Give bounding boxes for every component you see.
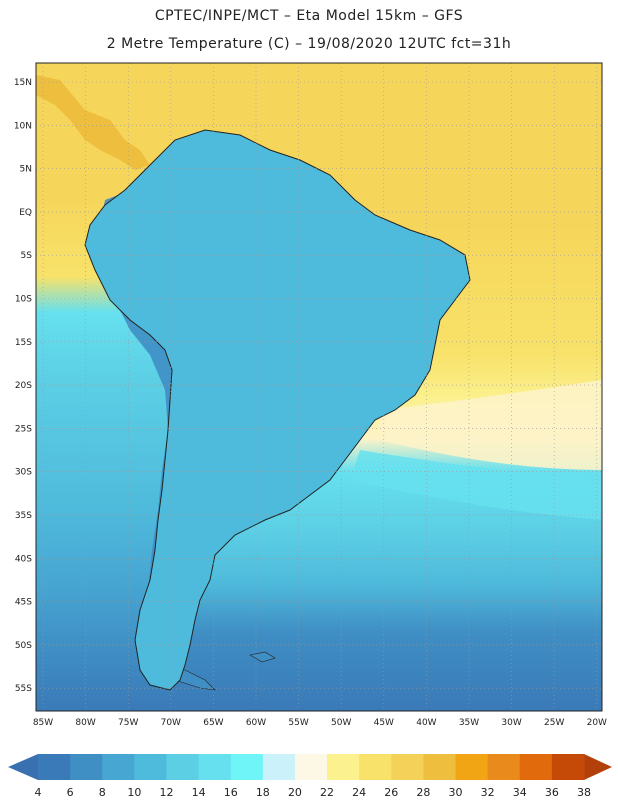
lat-label: 25S xyxy=(15,424,32,434)
colorbar-box xyxy=(519,754,553,780)
colorbar-tick-label: 22 xyxy=(320,786,334,799)
lon-label: 50W xyxy=(331,718,351,728)
colorbar-tick-label: 38 xyxy=(577,786,591,799)
lat-label: 45S xyxy=(15,598,32,608)
lat-label: 20S xyxy=(15,381,32,391)
colorbar-box xyxy=(551,754,585,780)
colorbar-right-arrow xyxy=(584,754,612,780)
lon-label: 35W xyxy=(459,718,479,728)
colorbar-box xyxy=(359,754,392,780)
colorbar-box xyxy=(391,754,424,780)
lat-label: 10S xyxy=(15,295,32,305)
map-title: CPTEC/INPE/MCT – Eta Model 15km – GFS xyxy=(154,8,464,24)
colorbar-box xyxy=(327,754,360,780)
longitude-labels: 85W 80W 75W 70W 65W 60W 55W 50W 45W 40W 35W 30W 25W 2… xyxy=(33,718,607,728)
lon-label: 85W xyxy=(33,718,53,728)
map-frame xyxy=(35,62,603,712)
colorbar-tick-label: 14 xyxy=(192,786,206,799)
pale-ocean-band xyxy=(380,380,602,470)
colorbar-box xyxy=(38,754,71,780)
colorbar-tick-label: 32 xyxy=(481,786,495,799)
lat-label: EQ xyxy=(19,208,32,218)
colorbar-box xyxy=(134,754,167,780)
lon-label: 60W xyxy=(246,718,266,728)
colorbar-tick-label: 20 xyxy=(288,786,302,799)
lat-label: 35S xyxy=(15,511,32,521)
latitude-labels: 15N 10N 5N EQ 5S 10S 15S 20S 25S 30S 35S 40S 45S 50S 5… xyxy=(14,78,32,694)
lon-label: 25W xyxy=(544,718,564,728)
lat-label: 50S xyxy=(15,641,32,651)
lat-label: 55S xyxy=(15,684,32,694)
colorbar-tick-label: 6 xyxy=(67,786,74,799)
lat-label: 5S xyxy=(21,251,33,261)
colorbar-box xyxy=(262,754,296,780)
colorbar-tick-label: 8 xyxy=(99,786,106,799)
colorbar-tick-label: 4 xyxy=(35,786,42,799)
colorbar-box xyxy=(455,754,489,780)
colorbar-box xyxy=(423,754,457,780)
lat-label: 15N xyxy=(14,78,32,88)
colorbar: 4 6 8 10 12 14 16 18 20 22 24 26 28 30 32 34 36 38 xyxy=(8,754,612,799)
map-subtitle: 2 Metre Temperature (C) – 19/08/2020 12U… xyxy=(106,36,512,52)
colorbar-box xyxy=(294,754,328,780)
lat-label: 30S xyxy=(15,468,32,478)
lon-label: 70W xyxy=(161,718,181,728)
lon-label: 65W xyxy=(203,718,223,728)
colorbar-left-arrow xyxy=(8,754,38,780)
lat-lon-grid xyxy=(36,63,602,711)
colorbar-box xyxy=(230,754,264,780)
lon-label: 80W xyxy=(75,718,95,728)
colorbar-tick-label: 10 xyxy=(127,786,141,799)
lon-label: 45W xyxy=(374,718,394,728)
colorbar-box xyxy=(102,754,135,780)
lat-label: 15S xyxy=(15,338,32,348)
lon-label: 55W xyxy=(288,718,308,728)
lat-label: 5N xyxy=(20,165,32,175)
lat-label: 40S xyxy=(15,554,32,564)
colorbar-box xyxy=(166,754,200,780)
lat-label: 10N xyxy=(14,121,32,131)
colorbar-tick-label: 12 xyxy=(159,786,173,799)
falkland-islands xyxy=(249,651,276,663)
colorbar-tick-label: 16 xyxy=(224,786,238,799)
colorbar-tick-label: 26 xyxy=(384,786,398,799)
colorbar-tick-label: 30 xyxy=(449,786,463,799)
colorbar-box xyxy=(487,754,521,780)
central-america xyxy=(36,75,150,170)
colorbar-tick-label: 36 xyxy=(545,786,559,799)
cyan-ocean-band xyxy=(350,450,602,520)
lon-label: 40W xyxy=(416,718,436,728)
lon-label: 75W xyxy=(118,718,138,728)
lon-label: 20W xyxy=(587,718,607,728)
colorbar-tick-label: 18 xyxy=(256,786,270,799)
colorbar-box xyxy=(198,754,232,780)
colorbar-tick-label: 24 xyxy=(352,786,366,799)
colorbar-tick-label: 34 xyxy=(513,786,527,799)
lon-label: 30W xyxy=(501,718,521,728)
colorbar-tick-label: 28 xyxy=(416,786,430,799)
colorbar-box xyxy=(70,754,103,780)
